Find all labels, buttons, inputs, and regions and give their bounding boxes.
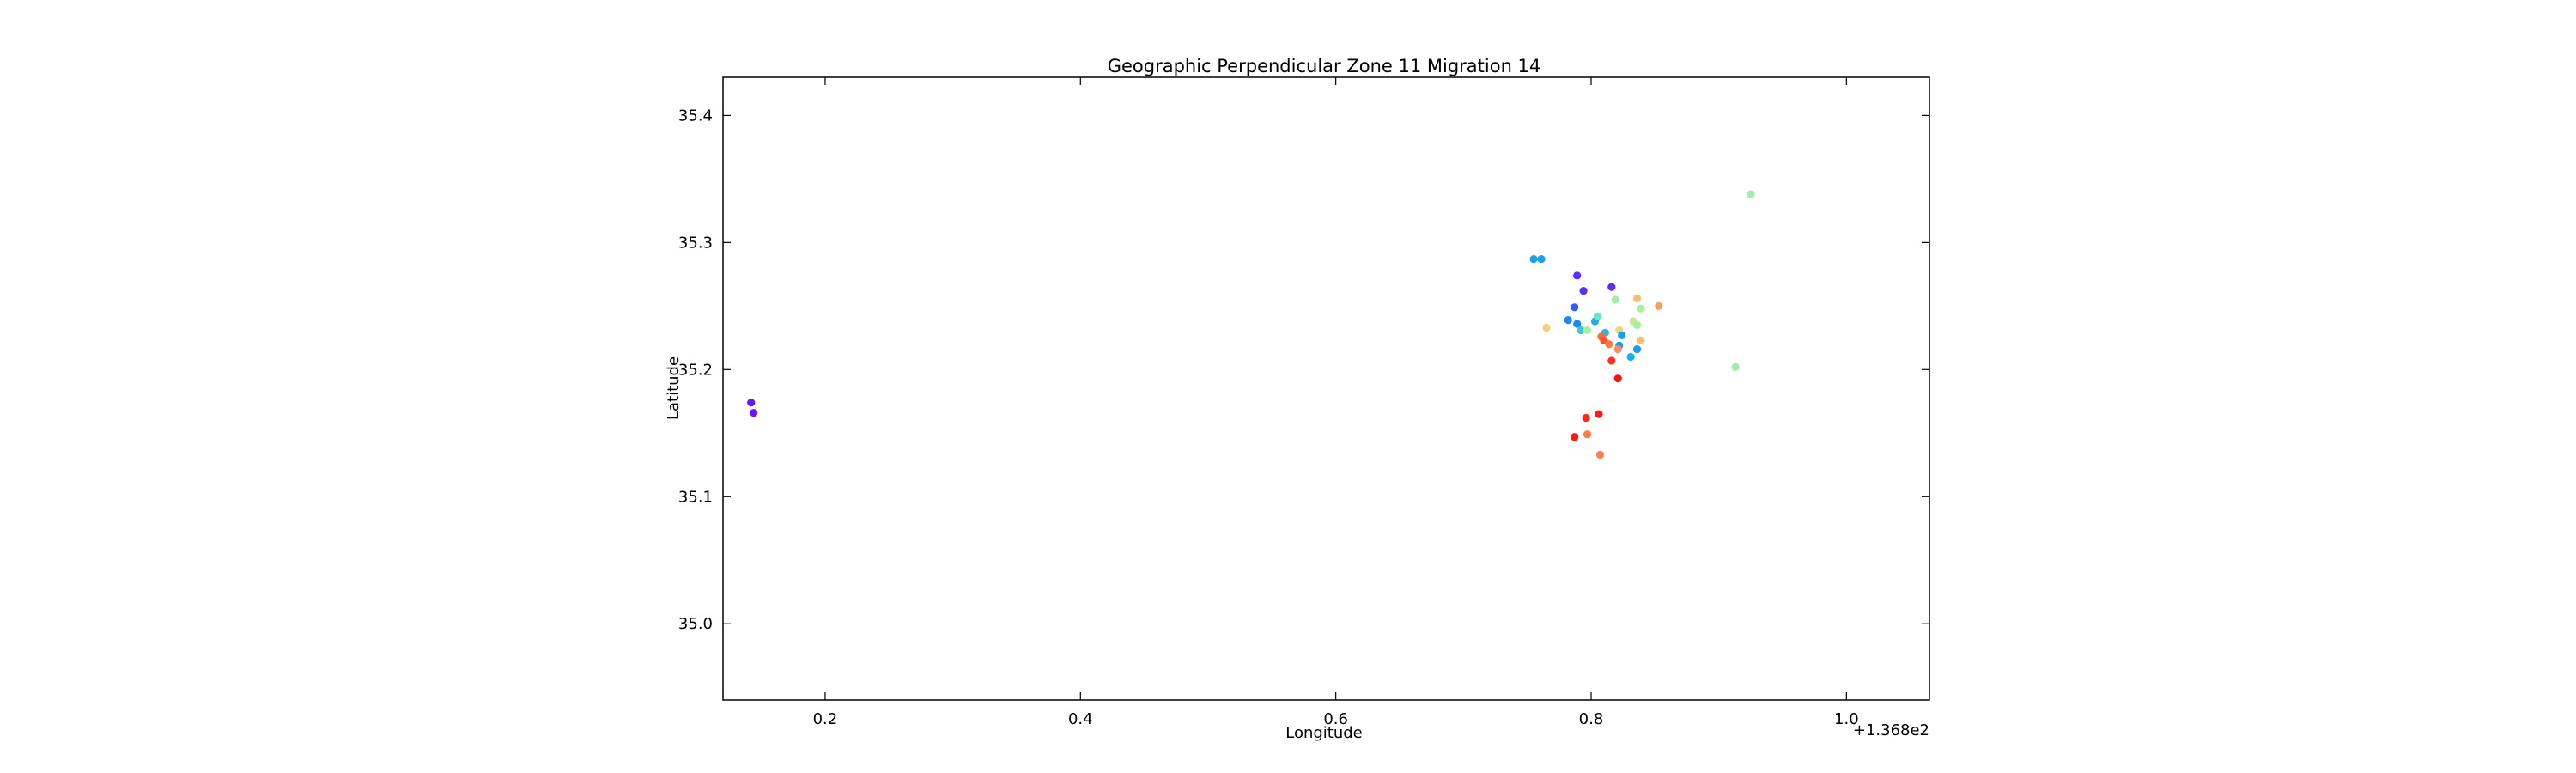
data-point xyxy=(1583,326,1592,335)
y-tick-label: 35.1 xyxy=(678,488,713,506)
data-point xyxy=(1626,352,1635,362)
data-point xyxy=(1583,430,1592,439)
data-point xyxy=(1593,312,1602,320)
x-tick-label: 0.4 xyxy=(1068,710,1093,728)
y-tick-label: 35.4 xyxy=(678,107,713,125)
data-point xyxy=(1582,413,1590,423)
data-point xyxy=(1618,331,1626,339)
data-point xyxy=(1579,286,1588,295)
data-point xyxy=(1595,410,1603,418)
data-point xyxy=(747,399,756,407)
data-point xyxy=(1632,294,1642,303)
plot-frame xyxy=(722,76,1930,701)
data-point xyxy=(1571,303,1579,312)
data-point xyxy=(1571,433,1579,441)
data-points xyxy=(747,190,1755,460)
y-axis-label: Latitude xyxy=(665,356,683,420)
data-point xyxy=(1632,345,1642,354)
data-point xyxy=(1605,340,1613,349)
data-point xyxy=(1747,190,1755,198)
data-point xyxy=(1731,362,1740,371)
x-axis-label: Longitude xyxy=(1285,724,1363,742)
x-tick-label: 1.0 xyxy=(1834,710,1859,728)
data-point xyxy=(1613,345,1622,354)
data-point xyxy=(1537,254,1546,264)
y-tick-label: 35.0 xyxy=(678,615,713,633)
data-point xyxy=(1529,254,1538,264)
data-point xyxy=(1632,320,1642,330)
chart-title: Geographic Perpendicular Zone 11 Migrati… xyxy=(1108,56,1541,76)
axis-ticks: 0.2 0.4 0.6 0.8 1.0 35.0 35.1 35.2 35.3 35.4 xyxy=(678,77,1929,728)
data-point xyxy=(1542,323,1551,332)
data-point xyxy=(1573,320,1582,328)
x-tick-label: 0.2 xyxy=(813,710,838,728)
data-point xyxy=(1573,271,1582,280)
data-point xyxy=(1611,295,1619,304)
data-point xyxy=(1655,301,1663,310)
data-point xyxy=(1607,283,1616,291)
data-point xyxy=(1595,450,1605,460)
data-point xyxy=(750,409,758,417)
data-point xyxy=(1637,304,1645,313)
x-tick-label: 0.8 xyxy=(1579,710,1604,728)
x-axis-offset-label: +1.368e2 xyxy=(1853,721,1929,740)
data-point xyxy=(1637,336,1645,344)
data-point xyxy=(1607,356,1616,365)
y-tick-label: 35.2 xyxy=(678,361,713,379)
data-point xyxy=(1577,326,1585,335)
data-point xyxy=(1613,374,1622,383)
data-point xyxy=(1564,316,1572,325)
x-tick-label: 0.6 xyxy=(1323,710,1348,728)
y-tick-label: 35.3 xyxy=(678,234,713,252)
